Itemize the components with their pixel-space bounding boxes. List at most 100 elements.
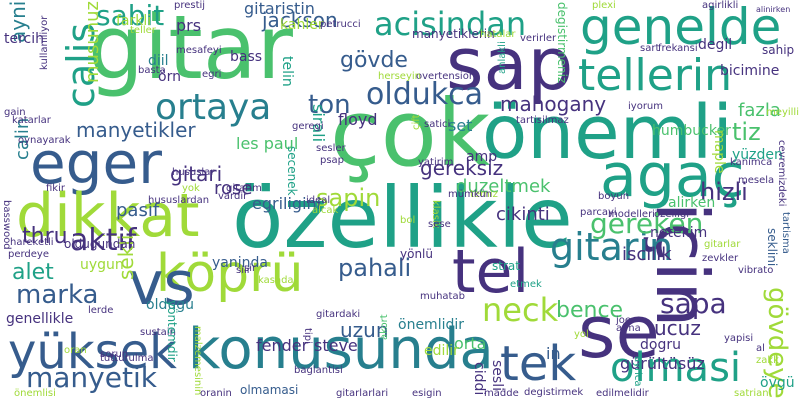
word-genellikle: genellikle bbox=[6, 311, 74, 327]
word-satriani: satriani bbox=[734, 388, 772, 399]
word-musunuz: musunuz bbox=[82, 1, 103, 83]
word-yuksek: yüksek bbox=[8, 324, 177, 380]
word-bass: bass bbox=[230, 49, 263, 65]
word-mumkun: mümkün bbox=[448, 189, 492, 200]
word-gitari: gitari bbox=[170, 162, 223, 186]
word-humbucker: humbucker bbox=[652, 123, 731, 139]
word-zevkler: zevkler bbox=[702, 253, 739, 264]
word-sese: sese bbox=[428, 219, 451, 230]
word-les-paul: les paul bbox=[236, 134, 299, 153]
word-edilir: edilir bbox=[424, 343, 459, 359]
word-temiz: temiz bbox=[470, 189, 498, 200]
word-edilmelidir: edilmelidir bbox=[596, 388, 649, 399]
word-petrucci: petrucci bbox=[320, 19, 361, 30]
word-agirlikli: agirlikli bbox=[702, 0, 739, 11]
word-kullaniliyor: kullaniliyor bbox=[39, 15, 50, 70]
word-cikinti: cikinti bbox=[496, 204, 550, 225]
word-sart: sart bbox=[640, 43, 660, 54]
word-diil: diil bbox=[148, 53, 169, 69]
word-netekim: netekim bbox=[650, 225, 708, 241]
word-joe: joe bbox=[616, 315, 632, 326]
word-sir: sir bbox=[244, 263, 257, 274]
word-yontemdir: yöntemdir bbox=[165, 300, 179, 362]
word-basta: basta bbox=[138, 65, 166, 76]
word-tercih: tercih bbox=[4, 31, 45, 47]
word-yok: yok bbox=[182, 183, 200, 194]
word-degistirmek: degistirmek bbox=[524, 387, 584, 398]
word-tartisilmaz: tartisilmaz bbox=[516, 115, 569, 126]
word-farkli: farkli bbox=[116, 13, 152, 29]
word-basswood: basswood bbox=[1, 200, 12, 250]
word-acisindan: acisindan bbox=[374, 5, 527, 43]
word-plexi: plexi bbox=[592, 0, 616, 11]
word-seklini: seklini bbox=[765, 228, 779, 267]
word-sorun: sorun bbox=[100, 349, 129, 360]
word-hareketli: hareketli bbox=[10, 237, 54, 248]
word-perdeye: perdeye bbox=[8, 249, 50, 260]
word-katarlar: katarlar bbox=[12, 115, 51, 126]
word-konusunda: konusunda bbox=[188, 317, 494, 382]
word-onemli: önemli bbox=[482, 90, 733, 176]
word-amp: amp bbox=[466, 149, 498, 165]
word-sustain: sustain bbox=[140, 327, 176, 338]
word-orn: örn bbox=[158, 69, 181, 85]
word-alinirken: alinirken bbox=[756, 5, 791, 14]
word-ovgu: övgü bbox=[760, 375, 795, 391]
word-alet: alet bbox=[12, 260, 54, 285]
word-thru: thru bbox=[22, 224, 68, 249]
word-oran: oran bbox=[64, 345, 87, 356]
word-gurultusuz: gürültüsüz bbox=[620, 354, 705, 373]
word-bicimine: bicimine bbox=[720, 63, 780, 79]
word-cok: çok bbox=[330, 80, 491, 187]
word-frekansi: frekansi bbox=[658, 43, 698, 54]
word-oldugundan: oldugundan bbox=[64, 237, 136, 251]
word-meyilli: meyilli bbox=[766, 107, 799, 118]
word-tutturulma: tutturulma bbox=[100, 353, 154, 364]
word-akort: akort bbox=[379, 314, 390, 340]
word-boyun: boyun bbox=[598, 191, 630, 202]
word-geregi: geregi bbox=[292, 121, 324, 132]
word-floyd: floyd bbox=[338, 110, 378, 129]
word-gitaristin: gitaristin bbox=[244, 0, 315, 18]
word-neck: neck bbox=[482, 291, 559, 329]
word-zakk: zakk bbox=[756, 355, 779, 366]
word-verirler: verirler bbox=[520, 33, 557, 44]
word-kopru: köprü bbox=[156, 244, 304, 304]
word-cevremizdeki: cevremizdeki bbox=[776, 140, 787, 207]
word-gereksiz: gereksiz bbox=[420, 156, 504, 180]
word-prs: prs bbox=[176, 16, 202, 35]
word-maple: maple bbox=[711, 130, 727, 174]
word-egri: egri bbox=[202, 69, 222, 80]
word-telin: telin bbox=[279, 56, 295, 87]
word-oldukca: oldukca bbox=[366, 77, 483, 112]
word-oranin: oranin bbox=[200, 388, 232, 399]
word-mesela: mesela bbox=[738, 175, 775, 186]
word-lerde: lerde bbox=[88, 305, 114, 316]
word-fikir: fikir bbox=[46, 183, 65, 194]
word-se: se bbox=[578, 290, 660, 374]
word-vs: vs bbox=[128, 249, 195, 319]
word-gain: gain bbox=[4, 107, 26, 118]
word-ortaya: ortaya bbox=[155, 87, 272, 128]
word-uygun: uygun bbox=[80, 257, 124, 273]
word-modelleri: modelleri bbox=[608, 209, 655, 220]
word-gereken: gereken bbox=[590, 207, 704, 240]
word-secenek: secenek bbox=[285, 146, 299, 196]
word-degil: degil bbox=[698, 37, 733, 53]
word-esigin: esigin bbox=[412, 388, 442, 399]
word-teller: teller bbox=[130, 25, 156, 36]
word-gitarlar: gitarlar bbox=[704, 239, 741, 250]
word-cift: çift bbox=[411, 114, 422, 130]
word-mahogany: mahogany bbox=[500, 92, 607, 116]
word-jackson: jackson bbox=[262, 8, 338, 32]
word-hususlar: hususlar bbox=[172, 167, 215, 178]
word-hatalar: hatalar bbox=[480, 29, 516, 40]
word-fender: fender bbox=[256, 336, 309, 355]
word-parcayi: parcayi bbox=[580, 207, 617, 218]
word-tiz: tiz bbox=[732, 118, 761, 146]
word-prestij: prestij bbox=[174, 0, 206, 11]
word-gitar: gitar bbox=[88, 0, 293, 99]
word-alma: alma bbox=[616, 323, 641, 334]
word-madde: madde bbox=[484, 388, 519, 399]
word-tipi: tipi bbox=[302, 328, 313, 344]
